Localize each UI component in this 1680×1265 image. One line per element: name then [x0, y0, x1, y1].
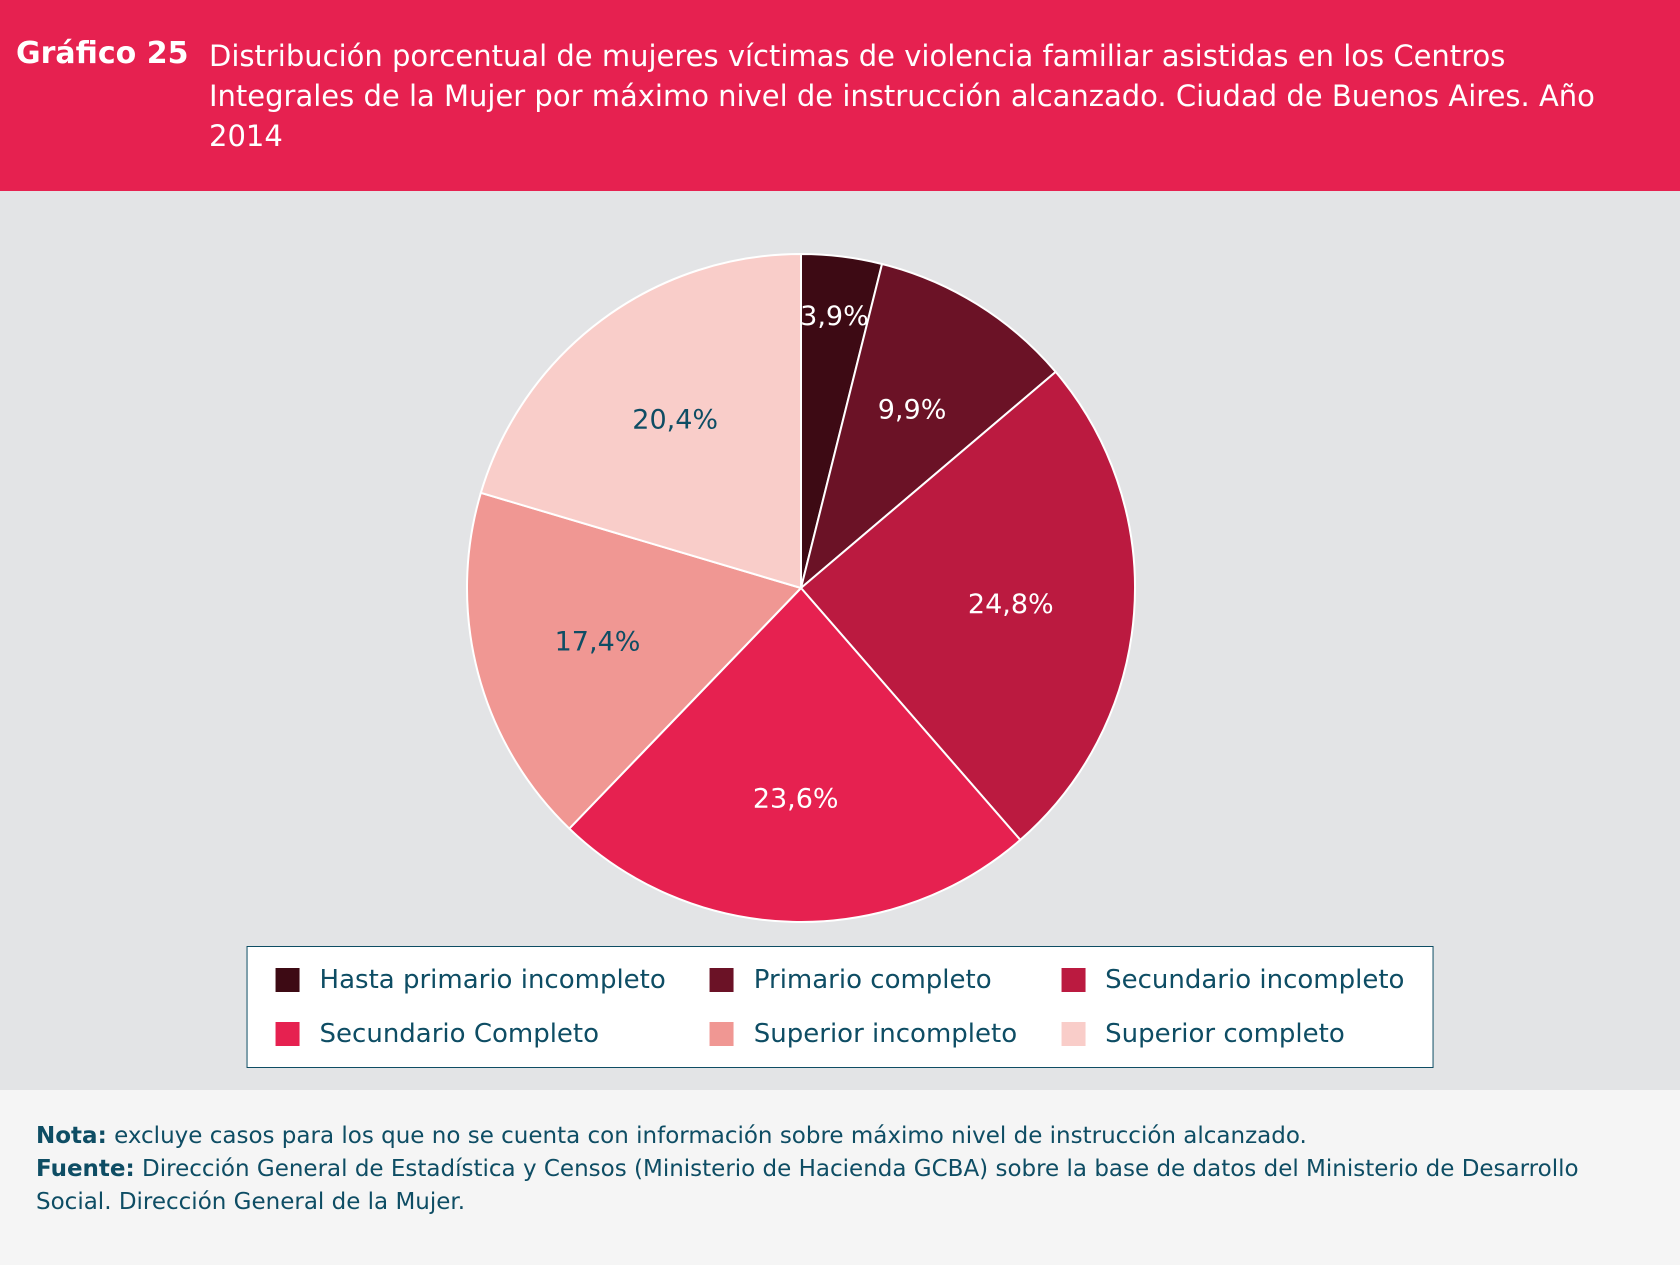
pie-slice — [466, 491, 803, 830]
chart-area: 3,9% 9,9% 24,8% 23,6% 17,4% 20,4% Hasta prima… — [0, 191, 1680, 1090]
legend-label: Hasta primario incompleto — [319, 965, 666, 995]
pie-slice — [479, 252, 802, 590]
pie-slice — [799, 370, 1136, 842]
pie-slice — [799, 262, 1058, 591]
data-label: 3,9% — [800, 301, 869, 332]
legend-item: Superior completo — [1061, 1017, 1404, 1051]
legend-swatch — [1061, 968, 1086, 992]
legend-item: Secundario Completo — [275, 1017, 666, 1051]
legend-item: Superior incompleto — [709, 1017, 1018, 1051]
data-label: 17,4% — [555, 627, 641, 658]
legend-item: Hasta primario incompleto — [275, 963, 666, 997]
legend-label: Primario completo — [753, 965, 992, 995]
chart-title: Distribución porcentual de mujeres vícti… — [209, 39, 1595, 153]
footer: Nota: excluye casos para los que no se c… — [0, 1090, 1680, 1265]
legend-label: Secundario incompleto — [1105, 965, 1405, 995]
legend-label: Secundario Completo — [319, 1019, 600, 1049]
legend-swatch — [275, 968, 300, 992]
note: Nota: excluye casos para los que no se c… — [36, 1123, 1307, 1149]
legend-swatch — [275, 1022, 300, 1046]
data-label: 20,4% — [632, 404, 718, 435]
legend-swatch — [709, 1022, 734, 1046]
data-label: 9,9% — [878, 394, 947, 425]
pie-chart: 3,9% 9,9% 24,8% 23,6% 17,4% 20,4% — [466, 252, 1136, 923]
legend-label: Superior incompleto — [753, 1019, 1018, 1049]
legend-item: Primario completo — [709, 963, 1017, 997]
pie-slice — [567, 586, 1022, 923]
legend-swatch — [709, 968, 734, 992]
legend-label: Superior completo — [1105, 1019, 1345, 1049]
chart-number: Gráfico 25 — [16, 36, 189, 71]
data-label: 23,6% — [753, 783, 839, 814]
data-label: 24,8% — [968, 589, 1054, 620]
source: Fuente: Dirección General de Estadística… — [36, 1156, 1579, 1215]
legend: Hasta primario incompleto Primario comple… — [246, 946, 1434, 1068]
chart-header: Gráfico 25 Distribución porcentual de mu… — [0, 0, 1680, 191]
legend-swatch — [1061, 1022, 1086, 1046]
legend-item: Secundario incompleto — [1061, 963, 1404, 997]
